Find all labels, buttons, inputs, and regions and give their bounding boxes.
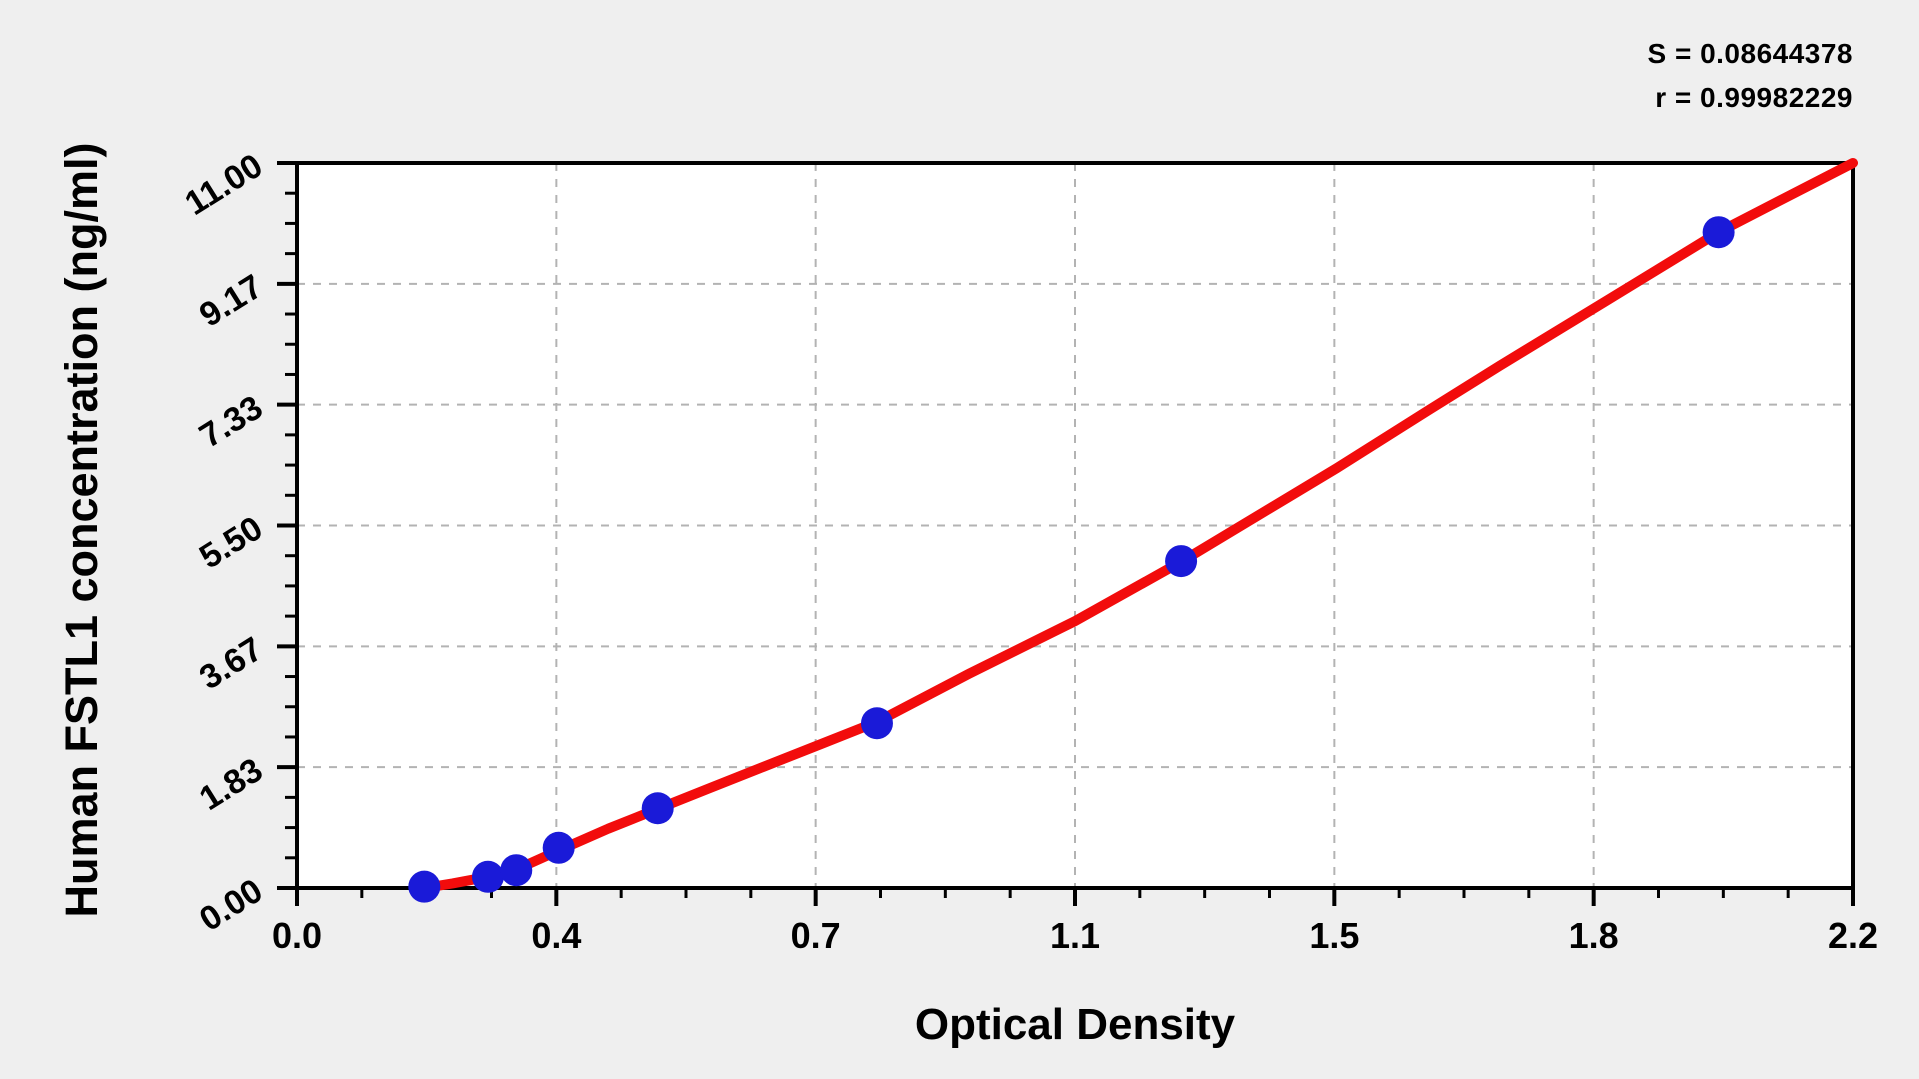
x-tick-label: 1.5 bbox=[1309, 915, 1359, 956]
x-tick-label: 0.0 bbox=[272, 915, 322, 956]
y-tick-label: 11.00 bbox=[179, 147, 270, 223]
y-axis-title: Human FSTL1 concentration (ng/ml) bbox=[56, 142, 107, 918]
y-tick-label: 5.50 bbox=[193, 509, 269, 576]
data-point bbox=[542, 831, 575, 864]
fit-statistics: S = 0.08644378 r = 0.99982229 bbox=[1647, 32, 1853, 120]
x-axis-title: Optical Density bbox=[914, 1000, 1236, 1049]
x-tick-label: 1.1 bbox=[1050, 915, 1100, 956]
data-point bbox=[500, 854, 533, 887]
data-point bbox=[1702, 216, 1735, 249]
data-point bbox=[860, 707, 893, 740]
x-tick-label: 0.4 bbox=[531, 915, 581, 956]
x-tick-label: 0.7 bbox=[791, 915, 841, 956]
plot-background bbox=[297, 163, 1853, 888]
y-tick-label: 0.00 bbox=[193, 872, 269, 939]
data-point bbox=[408, 870, 441, 903]
y-tick-label: 1.83 bbox=[193, 751, 269, 818]
data-point bbox=[1165, 545, 1198, 578]
y-tick-label: 7.33 bbox=[193, 388, 269, 455]
x-tick-label: 2.2 bbox=[1828, 915, 1878, 956]
data-point bbox=[641, 792, 674, 825]
x-tick-label: 1.8 bbox=[1569, 915, 1619, 956]
y-tick-label: 3.67 bbox=[193, 630, 269, 697]
y-tick-label: 9.17 bbox=[193, 267, 269, 334]
stat-r-value: r = 0.99982229 bbox=[1655, 82, 1853, 113]
data-point bbox=[471, 860, 504, 893]
stat-s-value: S = 0.08644378 bbox=[1647, 38, 1853, 69]
